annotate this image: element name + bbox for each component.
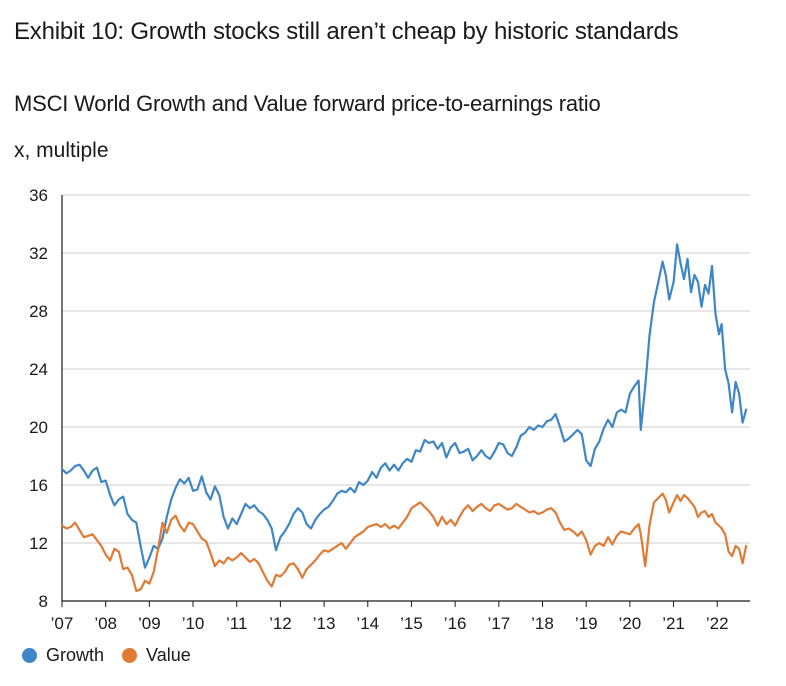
x-tick-label: ’12 xyxy=(269,614,292,633)
x-tick-label: ’19 xyxy=(575,614,598,633)
y-tick-label: 32 xyxy=(29,244,48,263)
legend: Growth Value xyxy=(22,645,209,666)
y-tick-label: 36 xyxy=(29,186,48,205)
series-line-value xyxy=(60,492,748,592)
y-tick-label: 12 xyxy=(29,534,48,553)
chart-title: Exhibit 10: Growth stocks still aren’t c… xyxy=(14,18,679,45)
x-tick-label: ’07 xyxy=(51,614,74,633)
series-lines xyxy=(60,243,748,592)
legend-label-value: Value xyxy=(146,645,191,665)
y-tick-label: 8 xyxy=(39,592,48,611)
x-tick-label: ’21 xyxy=(662,614,685,633)
series-line-growth xyxy=(60,243,748,569)
grid-lines xyxy=(62,194,750,544)
x-tick-label: ’08 xyxy=(94,614,117,633)
y-tick-label: 24 xyxy=(29,360,48,379)
x-tick-label: ’09 xyxy=(138,614,161,633)
x-tick-label: ’20 xyxy=(619,614,642,633)
y-axis-ticks: 8 12 16 20 24 28 32 36 xyxy=(29,186,48,611)
x-tick-label: ’17 xyxy=(487,614,510,633)
x-tick-label: ’10 xyxy=(182,614,205,633)
y-axis-unit-label: x, multiple xyxy=(14,139,109,162)
x-tick-label: ’22 xyxy=(706,614,729,633)
y-tick-label: 16 xyxy=(29,476,48,495)
x-axis-ticks: ’07 ’08 ’09 ’10 ’11 ’12 ’13 ’14 ’15 ’16 ’17 ’18 ’19 ’… xyxy=(51,601,729,633)
y-tick-label: 20 xyxy=(29,418,48,437)
legend-label-growth: Growth xyxy=(46,645,105,665)
legend-item-growth: Growth xyxy=(22,645,104,666)
x-tick-label: ’11 xyxy=(226,614,247,633)
legend-swatch-value xyxy=(122,648,138,663)
legend-swatch-growth xyxy=(22,648,37,663)
x-tick-label: ’14 xyxy=(356,614,379,633)
y-tick-label: 28 xyxy=(29,302,48,321)
x-tick-label: ’18 xyxy=(531,614,554,633)
legend-item-value: Value xyxy=(122,645,191,666)
chart-subtitle: MSCI World Growth and Value forward pric… xyxy=(14,91,601,116)
x-tick-label: ’16 xyxy=(444,614,467,633)
x-tick-label: ’13 xyxy=(313,614,336,633)
x-tick-label: ’15 xyxy=(400,614,423,633)
